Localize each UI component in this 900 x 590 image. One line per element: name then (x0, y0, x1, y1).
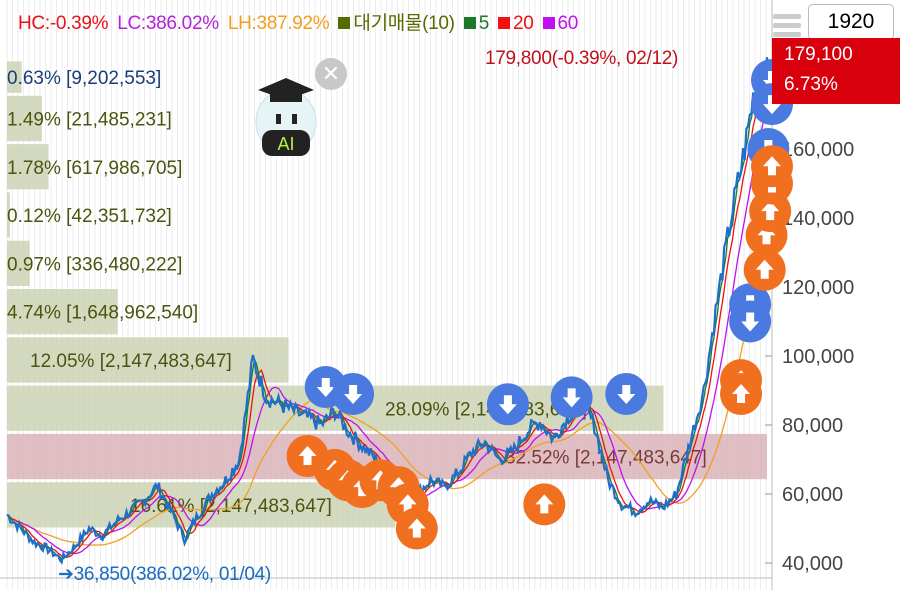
legend-ma5[interactable]: 5 (463, 13, 489, 34)
legend-volume-profile[interactable]: 대기매물(10) (338, 13, 455, 34)
last-change: 6.73% (784, 74, 838, 95)
legend-ma20[interactable]: 20 (497, 13, 534, 34)
volume-profile-label: 1.49% [21,485,231] (7, 109, 172, 130)
last-price-tag: 179,100 6.73% (772, 38, 900, 104)
arrow-right-icon: ➔ (58, 564, 74, 585)
buy-signal-icon[interactable] (751, 145, 793, 188)
y-tick-label: 80,000 (782, 415, 843, 437)
volume-profile-label: 0.97% [336,480,222] (7, 254, 182, 275)
volume-profile-label: 32.52% [2,147,483,647] (505, 448, 707, 469)
volume-profile-bar (7, 240, 30, 286)
ai-badge-text: AI (277, 134, 294, 154)
chart-legend: HC:-0.39% LC:386.02% LH:387.92% 대기매물(10) 5 20… (18, 8, 587, 35)
volume-profile-label: 16.61% [2,147,483,647] (130, 496, 332, 517)
volume-profile-bar (7, 95, 42, 142)
y-tick-label: 100,000 (782, 346, 854, 368)
buy-signal-icon[interactable] (523, 483, 566, 526)
volume-profile-bar (7, 289, 118, 335)
buy-signal-icon[interactable] (743, 248, 786, 291)
sell-signal-icon[interactable] (550, 376, 593, 419)
volume-profile-bar (7, 144, 49, 190)
volume-profile-label: 1.78% [617,986,705] (7, 158, 182, 179)
ai-mascot-icon: AI (255, 78, 317, 156)
volume-profile-label: 0.63% [9,202,553] (7, 68, 161, 89)
current-price-label: 179,800(-0.39%, 02/12) (485, 48, 679, 69)
volume-profile-label: 12.05% [2,147,483,647] (30, 351, 232, 372)
menu-icon[interactable] (773, 10, 801, 41)
legend-lc: LC:386.02% (117, 13, 219, 34)
legend-ma60[interactable]: 60 (542, 13, 578, 34)
buy-signal-icon[interactable] (395, 507, 438, 550)
y-tick-label: 120,000 (782, 277, 854, 299)
volume-profile-bar (7, 192, 10, 238)
buy-signal-icon[interactable] (720, 372, 763, 415)
ma-lh-line (6, 195, 773, 546)
close-icon: ✕ (321, 61, 341, 86)
sell-signal-icon[interactable] (332, 372, 375, 415)
volume-profile-label: 0.12% [42,351,732] (7, 206, 172, 227)
volume-profile-label: 28.09% [2,147,483,647] (385, 399, 587, 420)
sell-signal-icon[interactable] (605, 372, 648, 415)
period-selector[interactable]: 1920 (808, 4, 894, 40)
ai-assistant-button[interactable]: AI (250, 70, 322, 160)
volume-profile-bar (7, 337, 289, 383)
y-tick-label: 160,000 (782, 139, 854, 161)
y-tick-label: 60,000 (782, 484, 843, 506)
y-tick-label: 140,000 (782, 208, 854, 230)
low-price-text: 36,850(386.02%, 01/04) (73, 564, 272, 585)
last-price: 179,100 (784, 44, 853, 65)
sell-signal-icon[interactable] (729, 300, 772, 343)
close-ai-button[interactable]: ✕ (315, 58, 347, 90)
legend-hc: HC:-0.39% (18, 13, 109, 34)
low-price-label: ➔36,850(386.02%, 01/04) (58, 563, 271, 586)
volume-profile-label: 4.74% [1,648,962,540] (7, 303, 198, 324)
y-tick-label: 40,000 (782, 553, 843, 575)
legend-lh: LH:387.92% (227, 13, 330, 34)
sell-signal-icon[interactable] (486, 383, 529, 426)
volume-profile-bar (7, 61, 22, 93)
